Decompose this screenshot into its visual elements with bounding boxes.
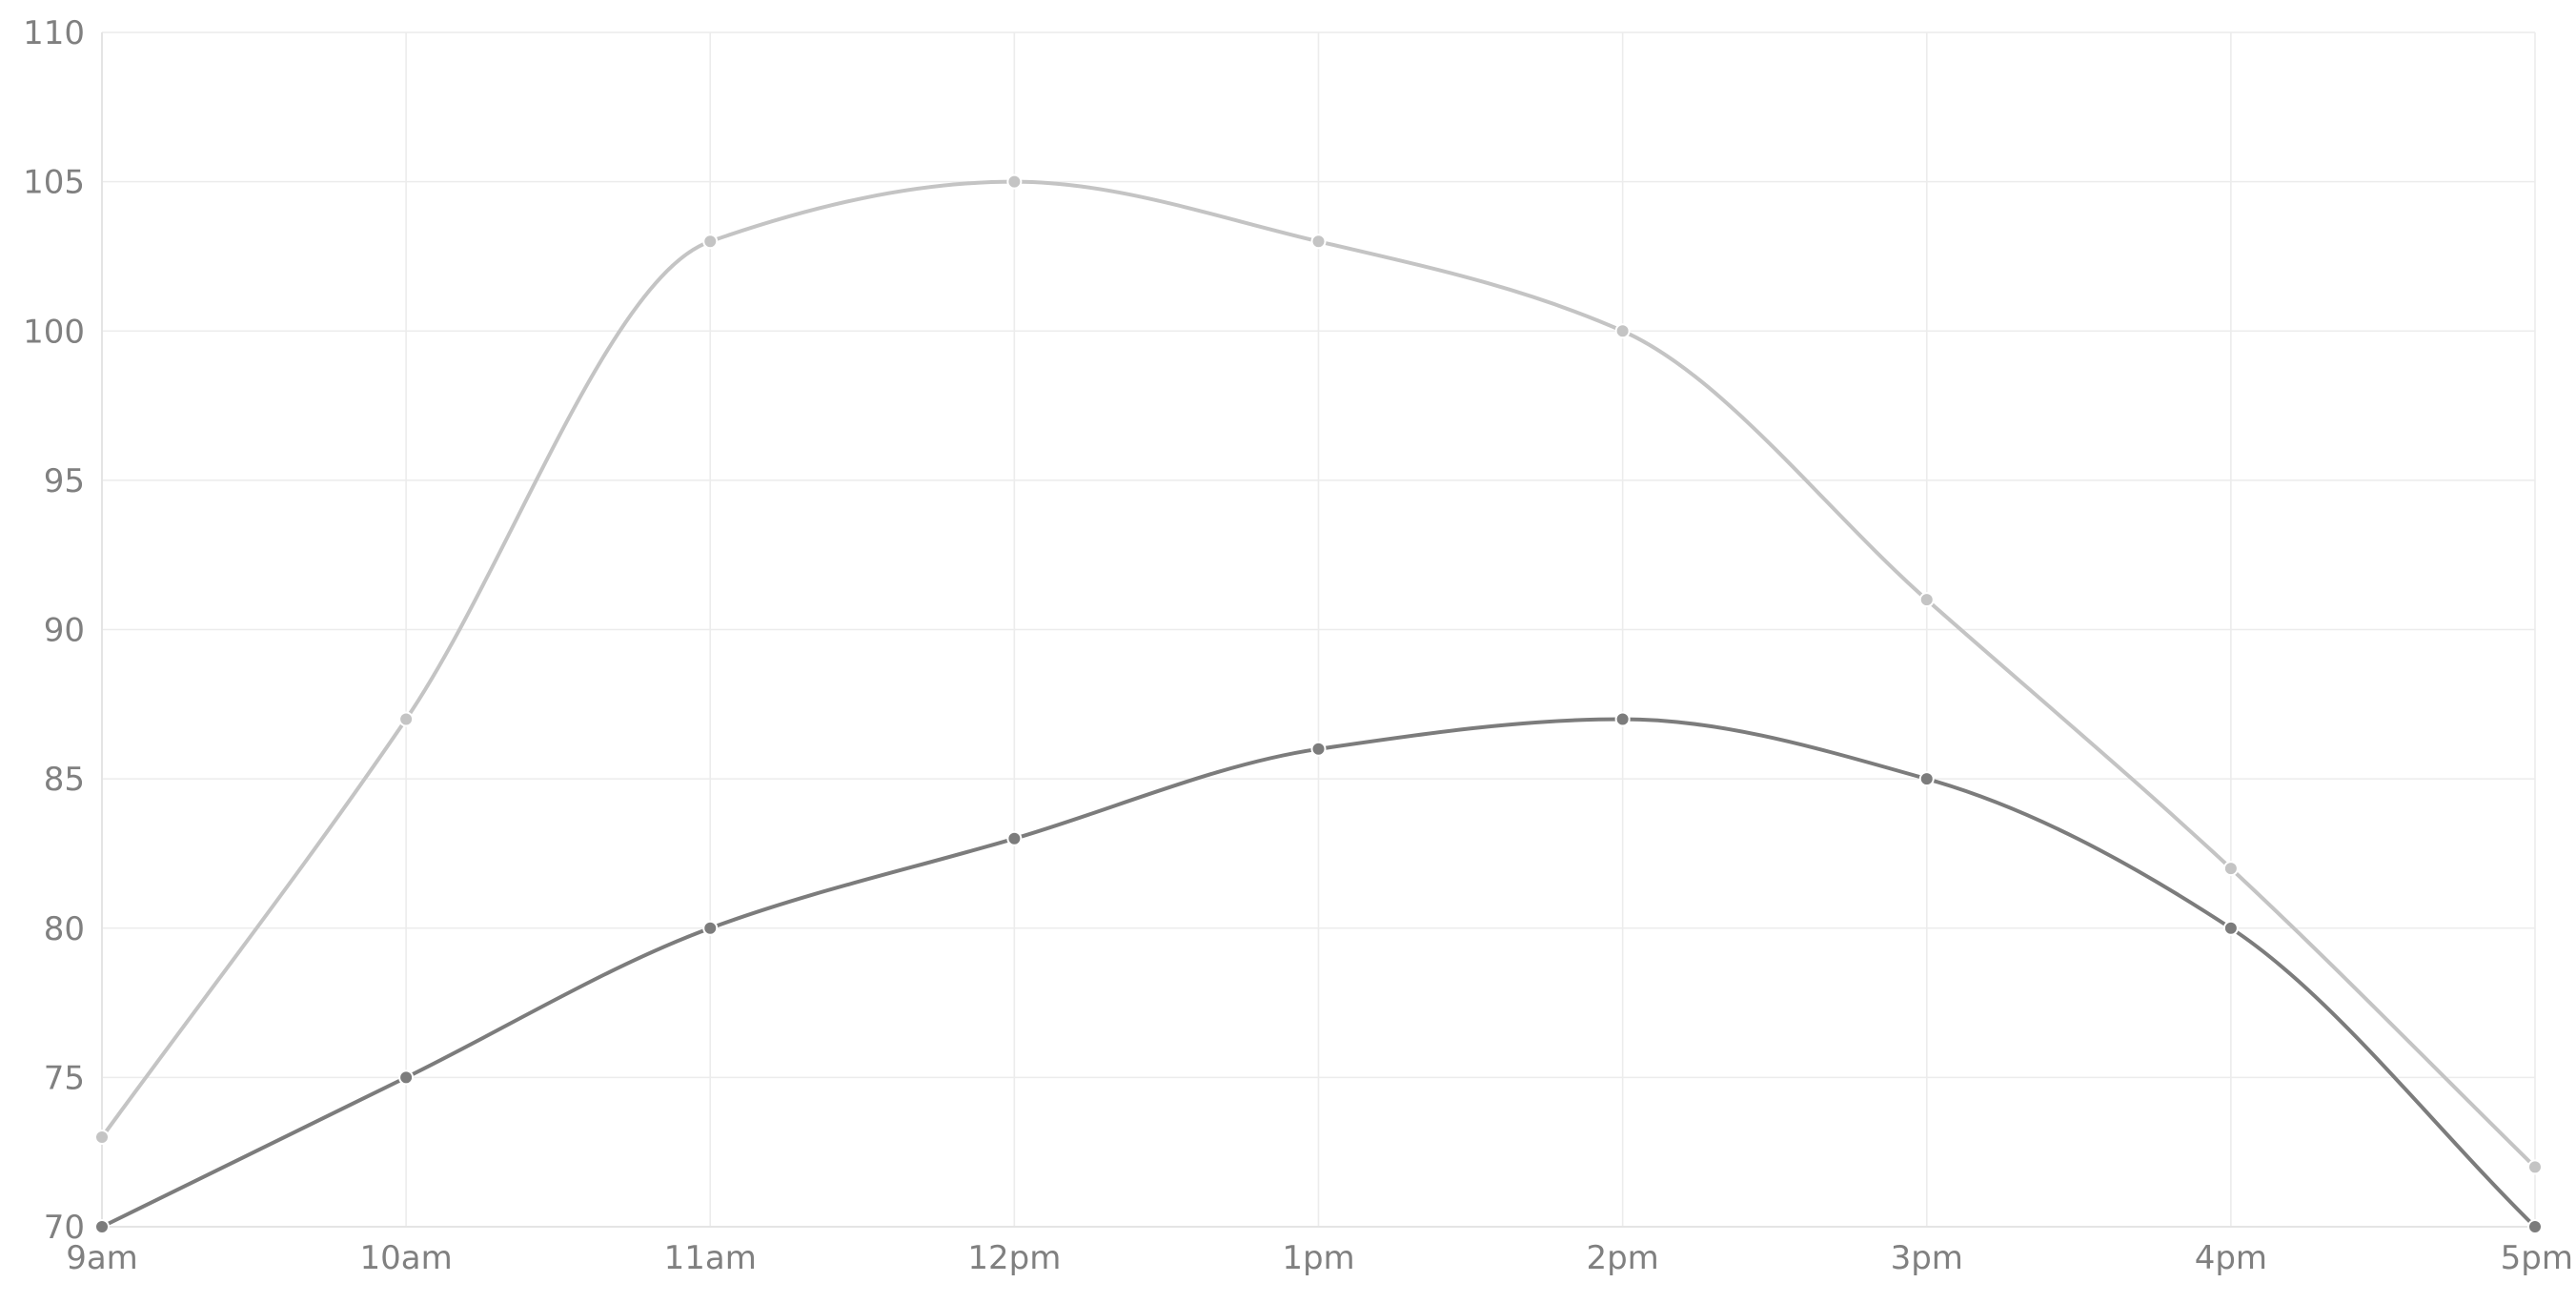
x-tick-label: 1pm <box>1282 1239 1354 1277</box>
series-2-point[interactable] <box>1310 741 1327 757</box>
series-2-point[interactable] <box>2527 1219 2543 1234</box>
series-2-point[interactable] <box>1006 830 1023 846</box>
x-tick-label: 5pm <box>2501 1239 2573 1277</box>
y-tick-label: 80 <box>44 910 85 948</box>
series-1-point[interactable] <box>2527 1159 2543 1175</box>
x-tick-label: 2pm <box>1586 1239 1658 1277</box>
y-tick-label: 100 <box>23 313 85 351</box>
series-1-point[interactable] <box>1918 592 1935 608</box>
x-tick-label: 3pm <box>1891 1239 1963 1277</box>
series-2-point[interactable] <box>398 1069 415 1086</box>
y-tick-label: 110 <box>23 14 85 52</box>
x-tick-label: 11am <box>664 1239 757 1277</box>
grid <box>102 31 2536 1227</box>
x-tick-label: 9am <box>66 1239 138 1277</box>
y-tick-label: 75 <box>44 1059 85 1097</box>
series-layer <box>94 173 2543 1234</box>
x-tick-label: 4pm <box>2195 1239 2267 1277</box>
series-1-point[interactable] <box>1614 323 1631 339</box>
y-tick-label: 85 <box>44 761 85 799</box>
series-1-point[interactable] <box>94 1130 110 1146</box>
series-1-point[interactable] <box>702 234 719 250</box>
series-1-point[interactable] <box>2222 861 2239 877</box>
series-line-1 <box>100 179 2537 1170</box>
axes <box>101 32 2535 1228</box>
series-2-point[interactable] <box>1614 711 1631 727</box>
series-2-point[interactable] <box>1918 771 1935 787</box>
series-2-point[interactable] <box>94 1219 110 1234</box>
series-1-point[interactable] <box>398 711 415 727</box>
y-tick-label: 105 <box>23 164 85 202</box>
x-tick-label: 10am <box>360 1239 453 1277</box>
x-tick-label: 12pm <box>967 1239 1061 1277</box>
series-2-point[interactable] <box>702 920 719 936</box>
series-1-point[interactable] <box>1310 234 1327 250</box>
tick-labels: 70 75 80 85 90 95 100 105 110 9am 10am 11am 12pm 1pm 2… <box>23 14 2573 1277</box>
series-1-point[interactable] <box>1006 173 1023 190</box>
y-tick-label: 95 <box>44 462 85 500</box>
y-tick-label: 90 <box>44 612 85 650</box>
series-2-point[interactable] <box>2222 920 2239 936</box>
y-tick-label: 70 <box>44 1209 85 1247</box>
